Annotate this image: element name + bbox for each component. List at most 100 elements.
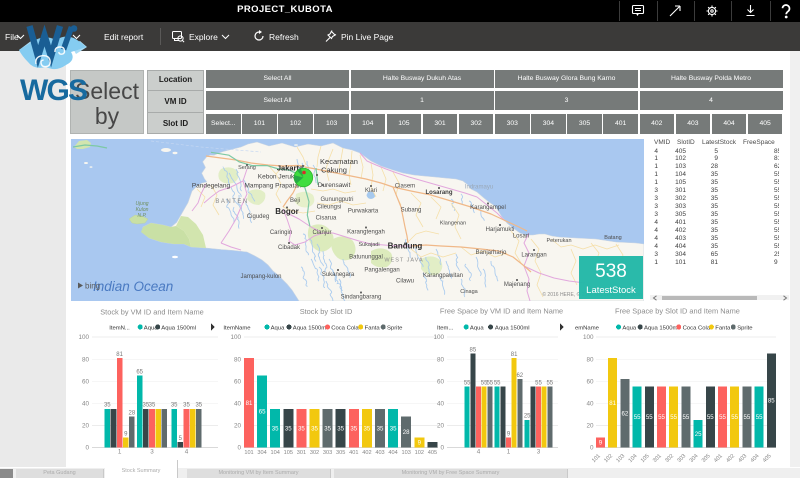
svg-text:4: 4 [185, 449, 189, 456]
svg-text:Free Space by VM ID and Item N: Free Space by VM ID and Item Name [440, 307, 563, 316]
svg-text:0: 0 [237, 445, 241, 452]
svg-text:Sprite: Sprite [387, 325, 403, 331]
svg-text:25: 25 [695, 431, 702, 438]
svg-text:Pandegelang: Pandegelang [192, 183, 231, 190]
svg-text:403: 403 [375, 450, 384, 456]
svg-text:Subang: Subang [401, 208, 422, 214]
svg-text:9: 9 [124, 431, 128, 437]
svg-text:Fanta: Fanta [715, 325, 731, 331]
svg-text:303: 303 [676, 453, 687, 464]
svg-text:101: 101 [244, 450, 253, 456]
svg-text:Coca Cola: Coca Cola [683, 325, 711, 331]
svg-text:Sukanegara: Sukanegara [322, 272, 355, 278]
svg-text:55: 55 [486, 381, 493, 387]
svg-text:Cileungsi: Cileungsi [317, 205, 342, 211]
svg-text:304: 304 [257, 450, 266, 456]
svg-text:81: 81 [609, 400, 616, 407]
svg-text:Bandung: Bandung [388, 242, 423, 251]
svg-text:Cakung: Cakung [321, 166, 347, 175]
svg-text:35: 35 [311, 425, 318, 432]
svg-text:302: 302 [310, 450, 319, 456]
svg-text:100: 100 [78, 334, 89, 341]
svg-text:40: 40 [586, 401, 594, 408]
svg-text:0: 0 [440, 445, 444, 452]
svg-text:1: 1 [118, 449, 122, 456]
svg-text:Stock by Slot ID: Stock by Slot ID [300, 307, 353, 316]
svg-text:Jakarta: Jakarta [277, 164, 304, 173]
svg-text:Caringin: Caringin [270, 230, 292, 236]
svg-text:35: 35 [183, 403, 190, 409]
svg-text:105: 105 [284, 450, 293, 456]
svg-text:100: 100 [230, 334, 241, 341]
svg-text:62: 62 [516, 373, 523, 379]
svg-text:80: 80 [437, 356, 445, 363]
svg-text:80: 80 [234, 356, 242, 363]
svg-text:Majenang: Majenang [504, 282, 530, 288]
svg-text:25: 25 [524, 414, 531, 420]
svg-text:65: 65 [259, 409, 266, 416]
svg-text:35: 35 [195, 403, 202, 409]
svg-text:40: 40 [82, 401, 90, 408]
svg-text:35: 35 [298, 425, 305, 432]
svg-text:WEST JAVA: WEST JAVA [384, 258, 423, 264]
svg-text:3: 3 [537, 449, 541, 456]
svg-text:Kebon Jeruk: Kebon Jeruk [258, 174, 295, 181]
svg-text:55: 55 [658, 414, 665, 421]
svg-text:Aqua 1500ml: Aqua 1500ml [293, 325, 328, 331]
svg-text:305: 305 [336, 450, 345, 456]
svg-text:55: 55 [494, 381, 501, 387]
svg-text:Jampang-kulon: Jampang-kulon [240, 274, 281, 280]
svg-text:102: 102 [603, 453, 614, 464]
svg-text:81: 81 [246, 400, 253, 407]
svg-text:403: 403 [737, 453, 748, 464]
svg-text:55: 55 [535, 381, 542, 387]
svg-text:40: 40 [234, 401, 242, 408]
svg-text:80: 80 [586, 356, 594, 363]
svg-text:Item...: Item... [437, 325, 454, 331]
svg-text:Sprite: Sprite [737, 325, 753, 331]
svg-text:55: 55 [670, 414, 677, 421]
svg-text:BANTEN: BANTEN [215, 199, 248, 205]
svg-text:Kecamatan: Kecamatan [320, 157, 358, 166]
svg-text:Losarang: Losarang [425, 190, 452, 196]
svg-text:Fanta: Fanta [365, 325, 381, 331]
svg-text:Peterukan: Peterukan [546, 238, 571, 244]
svg-text:55: 55 [731, 414, 738, 421]
svg-text:85: 85 [768, 398, 775, 405]
svg-text:Losari: Losari [513, 234, 529, 240]
svg-text:303: 303 [323, 450, 332, 456]
svg-text:35: 35 [324, 425, 331, 432]
svg-text:60: 60 [437, 378, 445, 385]
svg-text:405: 405 [762, 453, 773, 464]
svg-text:ItemName: ItemName [223, 325, 251, 331]
svg-text:35: 35 [350, 425, 357, 432]
svg-text:301: 301 [652, 453, 663, 464]
svg-text:9: 9 [418, 440, 422, 447]
svg-text:100: 100 [433, 334, 444, 341]
svg-text:102: 102 [415, 450, 424, 456]
svg-text:Aqua 1500ml: Aqua 1500ml [644, 325, 679, 331]
svg-text:Sukajadi: Sukajadi [358, 242, 379, 248]
svg-text:305: 305 [701, 453, 712, 464]
svg-text:Pangalengan: Pangalengan [364, 268, 399, 274]
svg-text:35: 35 [149, 403, 156, 409]
svg-text:Gunungputri: Gunungputri [320, 197, 353, 203]
svg-text:103: 103 [615, 453, 626, 464]
svg-text:404: 404 [388, 450, 397, 456]
svg-text:81: 81 [116, 352, 123, 358]
svg-text:60: 60 [82, 378, 90, 385]
svg-text:35: 35 [272, 425, 279, 432]
svg-text:65: 65 [136, 369, 143, 375]
svg-text:20: 20 [586, 423, 594, 430]
svg-text:Indian Ocean: Indian Ocean [93, 279, 173, 294]
svg-text:bing: bing [85, 282, 100, 291]
svg-text:35: 35 [171, 403, 178, 409]
svg-text:60: 60 [586, 378, 594, 385]
svg-text:35: 35 [377, 425, 384, 432]
svg-text:401: 401 [713, 453, 724, 464]
svg-text:304: 304 [689, 453, 700, 464]
svg-text:Cigudeg: Cigudeg [247, 214, 269, 220]
svg-text:Klari: Klari [365, 188, 377, 194]
svg-text:55: 55 [756, 414, 763, 421]
svg-text:404: 404 [750, 453, 761, 464]
